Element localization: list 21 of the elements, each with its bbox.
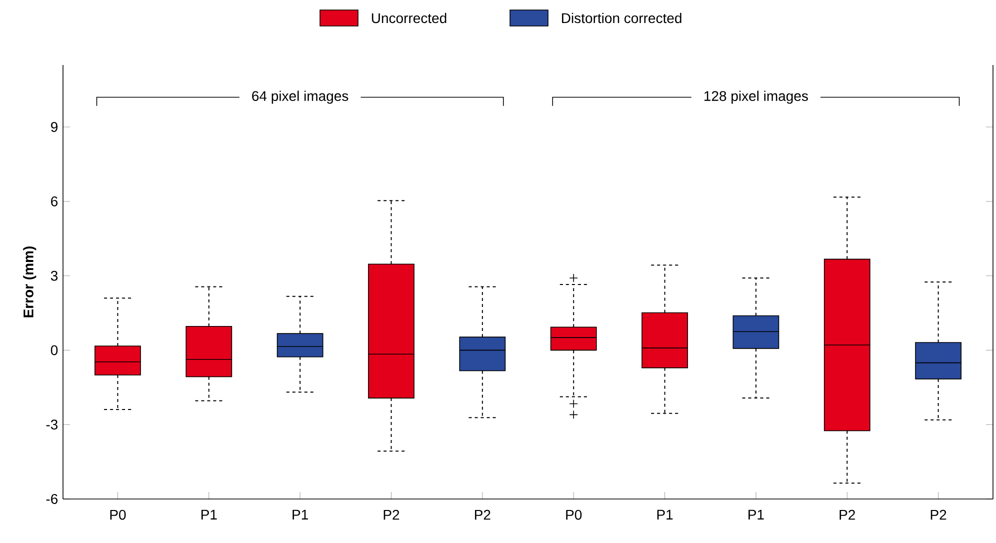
x-tick-label: P2 bbox=[840, 510, 855, 520]
x-tick-label: P1 bbox=[657, 510, 673, 520]
y-tick-label: 6 bbox=[51, 196, 58, 206]
x-tick-label: P2 bbox=[474, 510, 490, 520]
y-tick-label: 3 bbox=[50, 270, 58, 281]
x-tick-label: P1 bbox=[201, 510, 217, 520]
y-tick-label: -6 bbox=[46, 494, 58, 504]
y-tick-label: -3 bbox=[46, 420, 58, 430]
x-tick-label: P2 bbox=[384, 510, 400, 520]
annotation: 128 pixel images bbox=[704, 90, 808, 104]
x-tick-label: P2 bbox=[930, 510, 946, 520]
y-tick-label: 9 bbox=[51, 122, 58, 132]
y-tick-label: 0 bbox=[50, 345, 58, 356]
legend-label: Uncorrected bbox=[372, 12, 446, 24]
x-tick-label: P0 bbox=[110, 510, 126, 520]
x-tick-label: P0 bbox=[566, 510, 582, 520]
x-tick-label: P1 bbox=[748, 510, 764, 520]
x-tick-label: P1 bbox=[292, 510, 308, 520]
y-axis-title: Error (mm) bbox=[23, 246, 36, 318]
legend-label: Distortion corrected bbox=[562, 12, 682, 24]
annotation: 64 pixel images bbox=[252, 90, 348, 104]
